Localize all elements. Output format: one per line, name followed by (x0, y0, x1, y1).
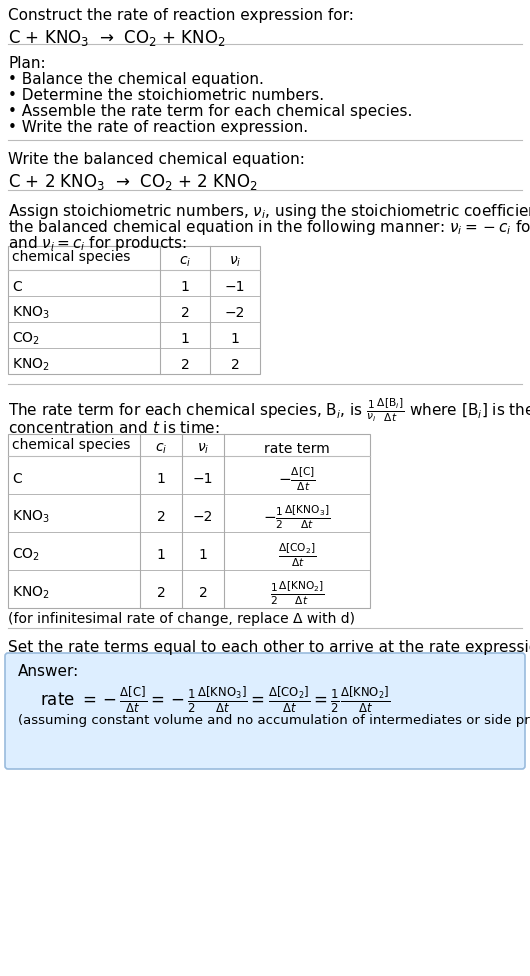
Text: • Write the rate of reaction expression.: • Write the rate of reaction expression. (8, 120, 308, 135)
Text: chemical species: chemical species (12, 438, 130, 452)
Text: KNO$_3$: KNO$_3$ (12, 508, 50, 525)
Text: C + KNO$_3$  →  CO$_2$ + KNO$_2$: C + KNO$_3$ → CO$_2$ + KNO$_2$ (8, 28, 226, 48)
Text: $c_i$: $c_i$ (155, 442, 167, 456)
Text: −2: −2 (225, 306, 245, 320)
Text: rate term: rate term (264, 442, 330, 456)
Text: 2: 2 (199, 586, 207, 600)
Text: Set the rate terms equal to each other to arrive at the rate expression:: Set the rate terms equal to each other t… (8, 640, 530, 655)
Text: concentration and $t$ is time:: concentration and $t$ is time: (8, 420, 220, 436)
Bar (8, 246, 260, 374)
Text: KNO$_2$: KNO$_2$ (12, 585, 50, 601)
Text: −1: −1 (193, 472, 213, 486)
Text: −2: −2 (193, 510, 213, 524)
Text: 1: 1 (156, 548, 165, 562)
Text: and $\nu_i = c_i$ for products:: and $\nu_i = c_i$ for products: (8, 234, 187, 253)
Text: $\nu_i$: $\nu_i$ (197, 442, 209, 456)
Text: $c_i$: $c_i$ (179, 255, 191, 269)
Text: Assign stoichiometric numbers, $\nu_i$, using the stoichiometric coefficients, $: Assign stoichiometric numbers, $\nu_i$, … (8, 202, 530, 221)
Text: −1: −1 (225, 280, 245, 294)
Text: $\nu_i$: $\nu_i$ (229, 255, 241, 269)
Text: the balanced chemical equation in the following manner: $\nu_i = -c_i$ for react: the balanced chemical equation in the fo… (8, 218, 530, 237)
Text: CO$_2$: CO$_2$ (12, 547, 40, 563)
Text: 2: 2 (157, 586, 165, 600)
Text: 1: 1 (199, 548, 207, 562)
Text: CO$_2$: CO$_2$ (12, 331, 40, 347)
Text: Plan:: Plan: (8, 56, 46, 71)
Text: rate $= -\frac{\Delta[\mathrm{C}]}{\Delta t} = -\frac{1}{2}\frac{\Delta[\mathrm{: rate $= -\frac{\Delta[\mathrm{C}]}{\Delt… (40, 684, 390, 714)
Text: KNO$_3$: KNO$_3$ (12, 305, 50, 321)
Text: 1: 1 (156, 472, 165, 486)
Text: KNO$_2$: KNO$_2$ (12, 357, 50, 373)
Text: $\frac{\Delta[\mathrm{CO_2}]}{\Delta t}$: $\frac{\Delta[\mathrm{CO_2}]}{\Delta t}$ (278, 541, 316, 569)
Text: (assuming constant volume and no accumulation of intermediates or side products): (assuming constant volume and no accumul… (18, 714, 530, 727)
Text: C: C (12, 472, 22, 486)
FancyBboxPatch shape (5, 653, 525, 769)
Text: (for infinitesimal rate of change, replace Δ with d): (for infinitesimal rate of change, repla… (8, 612, 355, 626)
Text: • Assemble the rate term for each chemical species.: • Assemble the rate term for each chemic… (8, 104, 412, 119)
Text: 2: 2 (157, 510, 165, 524)
Text: • Determine the stoichiometric numbers.: • Determine the stoichiometric numbers. (8, 88, 324, 103)
Text: • Balance the chemical equation.: • Balance the chemical equation. (8, 72, 264, 87)
Text: 2: 2 (231, 358, 240, 372)
Text: 2: 2 (181, 358, 189, 372)
Text: Construct the rate of reaction expression for:: Construct the rate of reaction expressio… (8, 8, 354, 23)
Text: C + 2 KNO$_3$  →  CO$_2$ + 2 KNO$_2$: C + 2 KNO$_3$ → CO$_2$ + 2 KNO$_2$ (8, 172, 258, 192)
Text: Answer:: Answer: (18, 664, 80, 679)
Bar (8, 434, 370, 608)
Text: Write the balanced chemical equation:: Write the balanced chemical equation: (8, 152, 305, 167)
Text: 1: 1 (181, 280, 189, 294)
Text: 1: 1 (231, 332, 240, 346)
Text: 1: 1 (181, 332, 189, 346)
Text: $\frac{1}{2}\frac{\Delta[\mathrm{KNO_2}]}{\Delta t}$: $\frac{1}{2}\frac{\Delta[\mathrm{KNO_2}]… (270, 579, 324, 607)
Text: $-\frac{\Delta[\mathrm{C}]}{\Delta t}$: $-\frac{\Delta[\mathrm{C}]}{\Delta t}$ (278, 466, 316, 493)
Text: chemical species: chemical species (12, 250, 130, 264)
Text: The rate term for each chemical species, B$_i$, is $\frac{1}{\nu_i}\frac{\Delta[: The rate term for each chemical species,… (8, 396, 530, 424)
Text: C: C (12, 280, 22, 294)
Text: 2: 2 (181, 306, 189, 320)
Text: $-\frac{1}{2}\frac{\Delta[\mathrm{KNO_3}]}{\Delta t}$: $-\frac{1}{2}\frac{\Delta[\mathrm{KNO_3}… (263, 504, 331, 531)
